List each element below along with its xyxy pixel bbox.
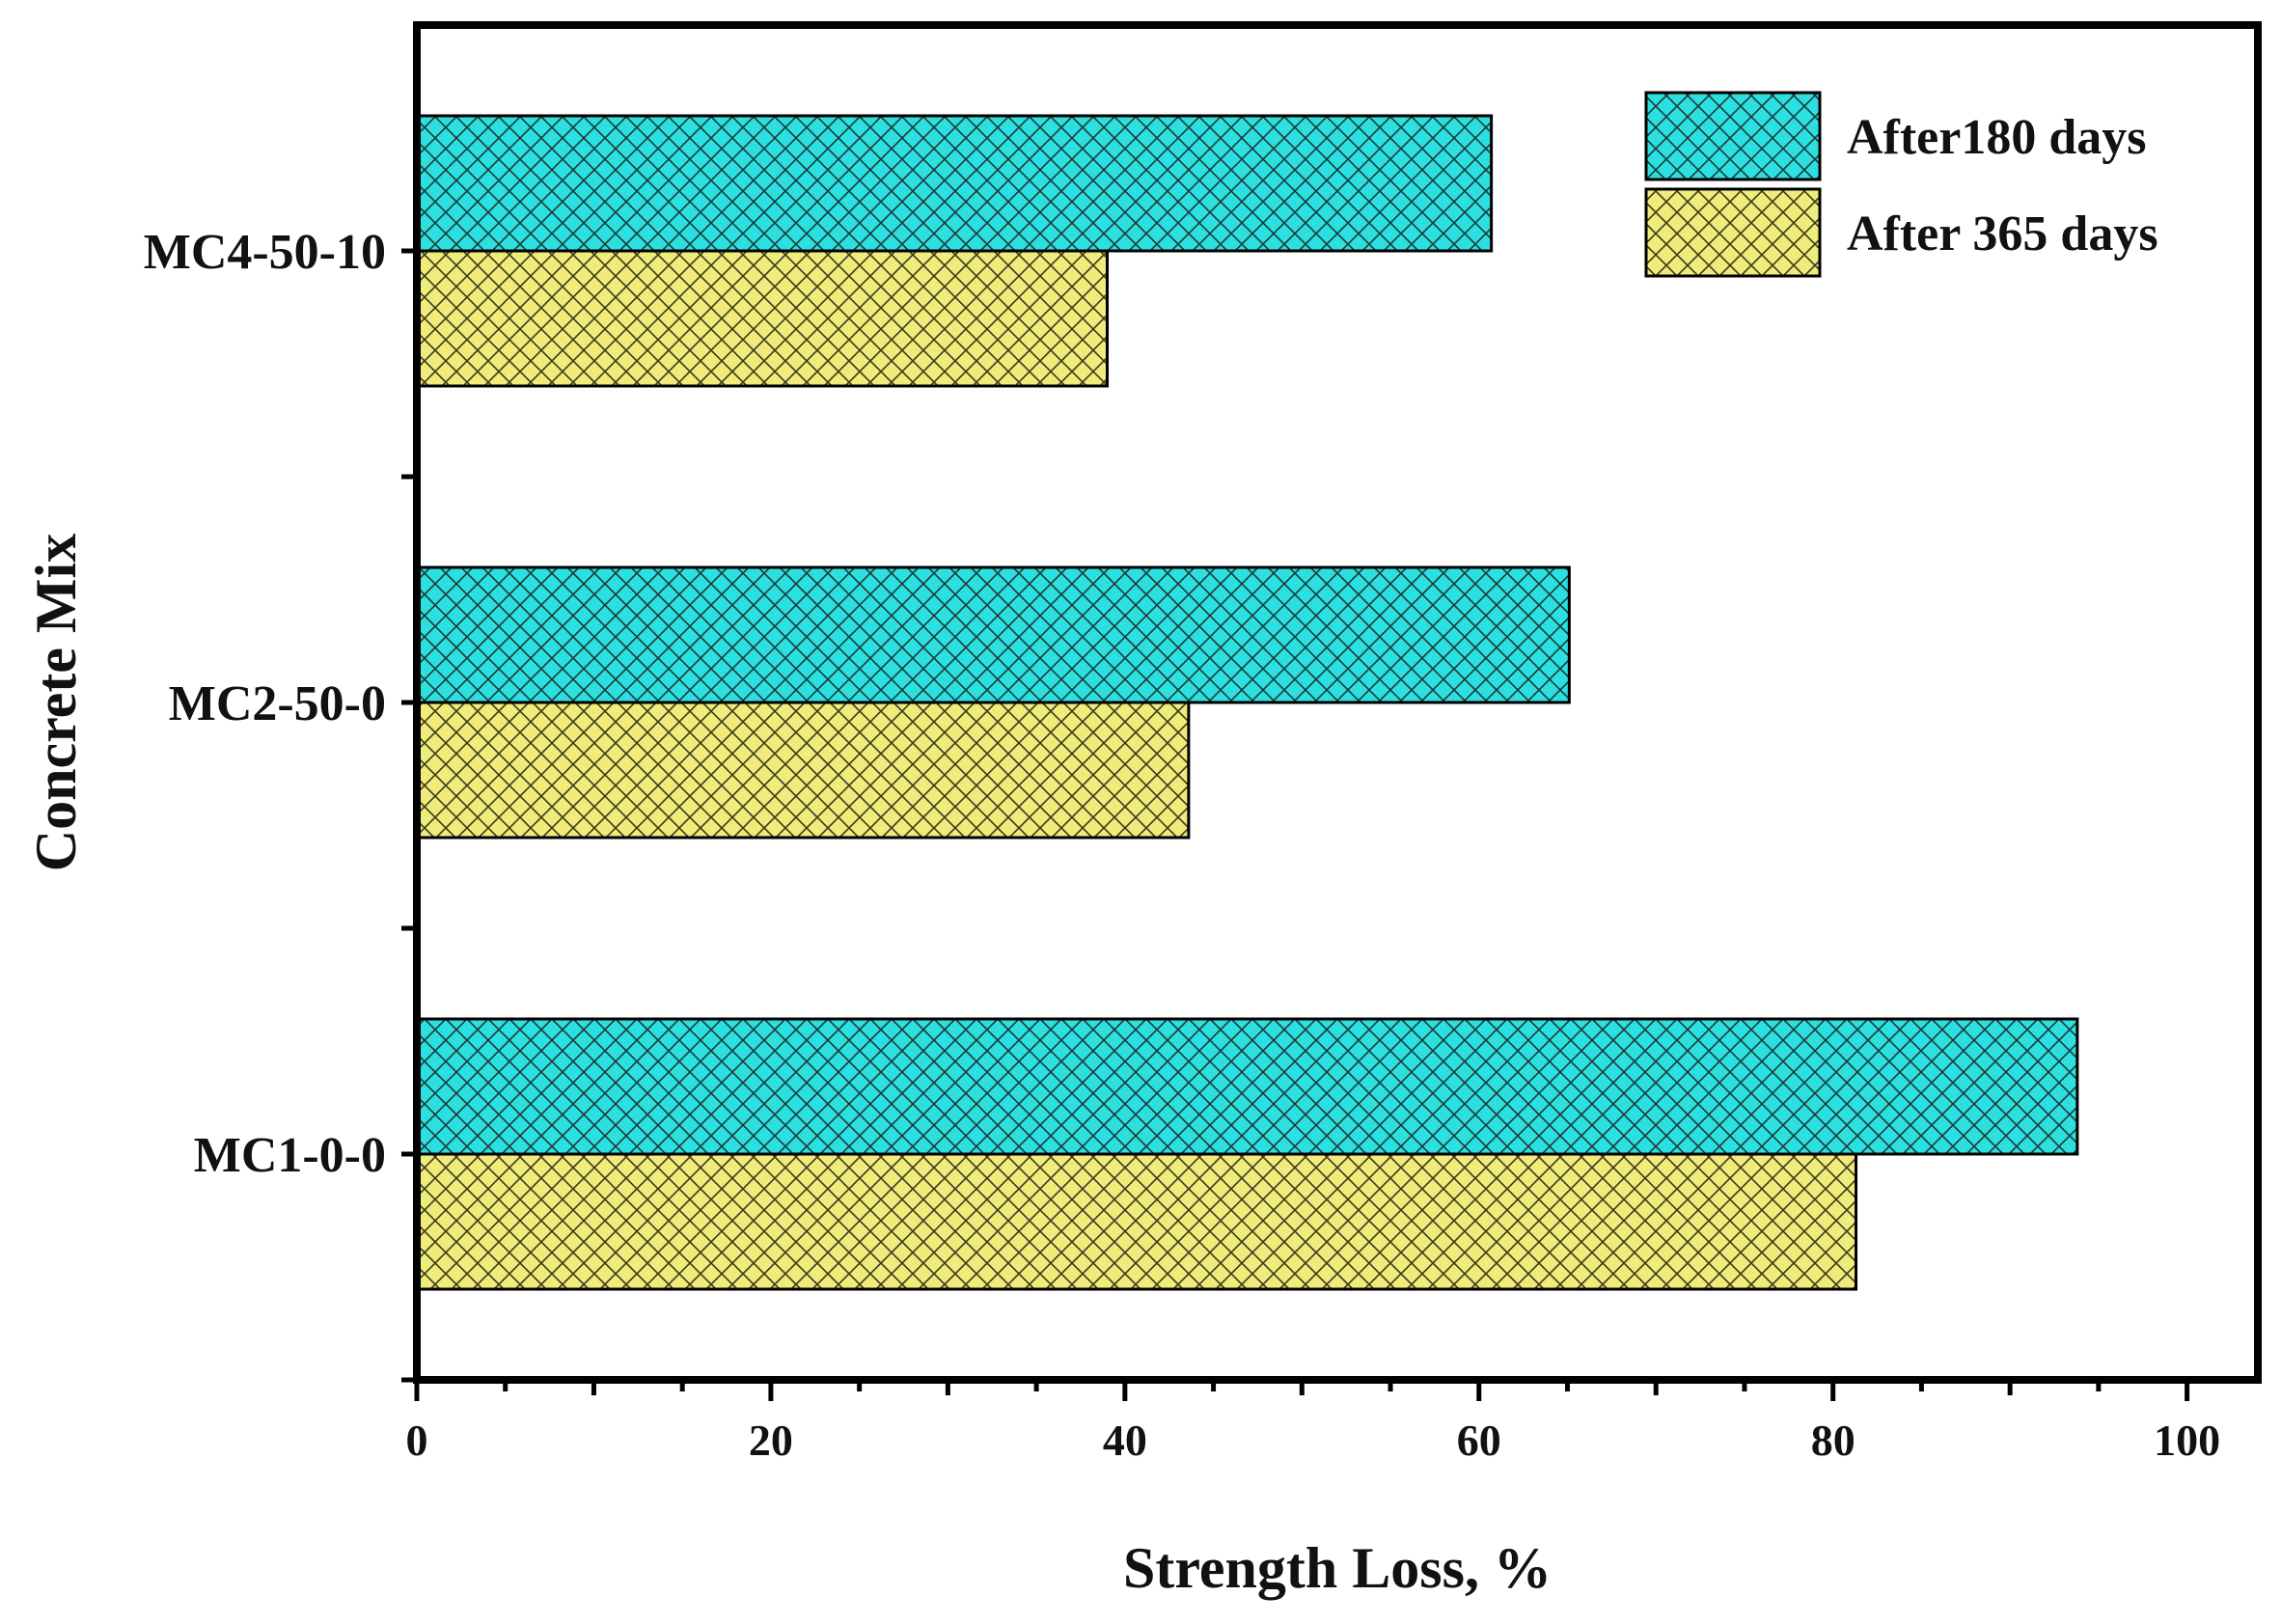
x-tick-label: 0 <box>406 1416 428 1465</box>
legend: After180 days After 365 days <box>1644 91 2158 278</box>
bar-mc2-50-0-series-0 <box>415 565 1571 704</box>
y-axis-ticks: MC1-0-0 MC2-50-0 MC4-50-10 <box>144 225 417 1383</box>
y-axis-title: Concrete Mix <box>24 534 88 871</box>
y-tick-label: MC1-0-0 <box>194 1128 386 1183</box>
x-axis-title: Strength Loss, % <box>1123 1536 1552 1600</box>
x-tick-label: 20 <box>749 1416 793 1465</box>
legend-label-1: After 365 days <box>1847 206 2158 261</box>
bars-group <box>415 114 2079 1291</box>
y-tick-label: MC2-50-0 <box>169 676 386 731</box>
x-tick-label: 40 <box>1103 1416 1147 1465</box>
y-tick-label: MC4-50-10 <box>144 225 386 280</box>
bar-mc1-0-0-series-0 <box>415 1017 2079 1156</box>
plot-frame <box>413 21 2262 1384</box>
bar-mc2-50-0-series-1 <box>415 701 1191 840</box>
legend-swatch-1 <box>1644 187 1822 278</box>
x-tick-label: 80 <box>1811 1416 1855 1465</box>
x-axis-ticks: 0 20 40 60 80 100 <box>406 1380 2220 1465</box>
bar-mc4-50-10-series-0 <box>415 114 1494 253</box>
legend-label-0: After180 days <box>1847 110 2147 165</box>
legend-swatch-0 <box>1644 91 1822 181</box>
x-tick-label: 60 <box>1457 1416 1501 1465</box>
x-tick-label: 100 <box>2154 1416 2220 1465</box>
bar-mc1-0-0-series-1 <box>415 1152 1858 1291</box>
bar-mc4-50-10-series-1 <box>415 249 1109 388</box>
